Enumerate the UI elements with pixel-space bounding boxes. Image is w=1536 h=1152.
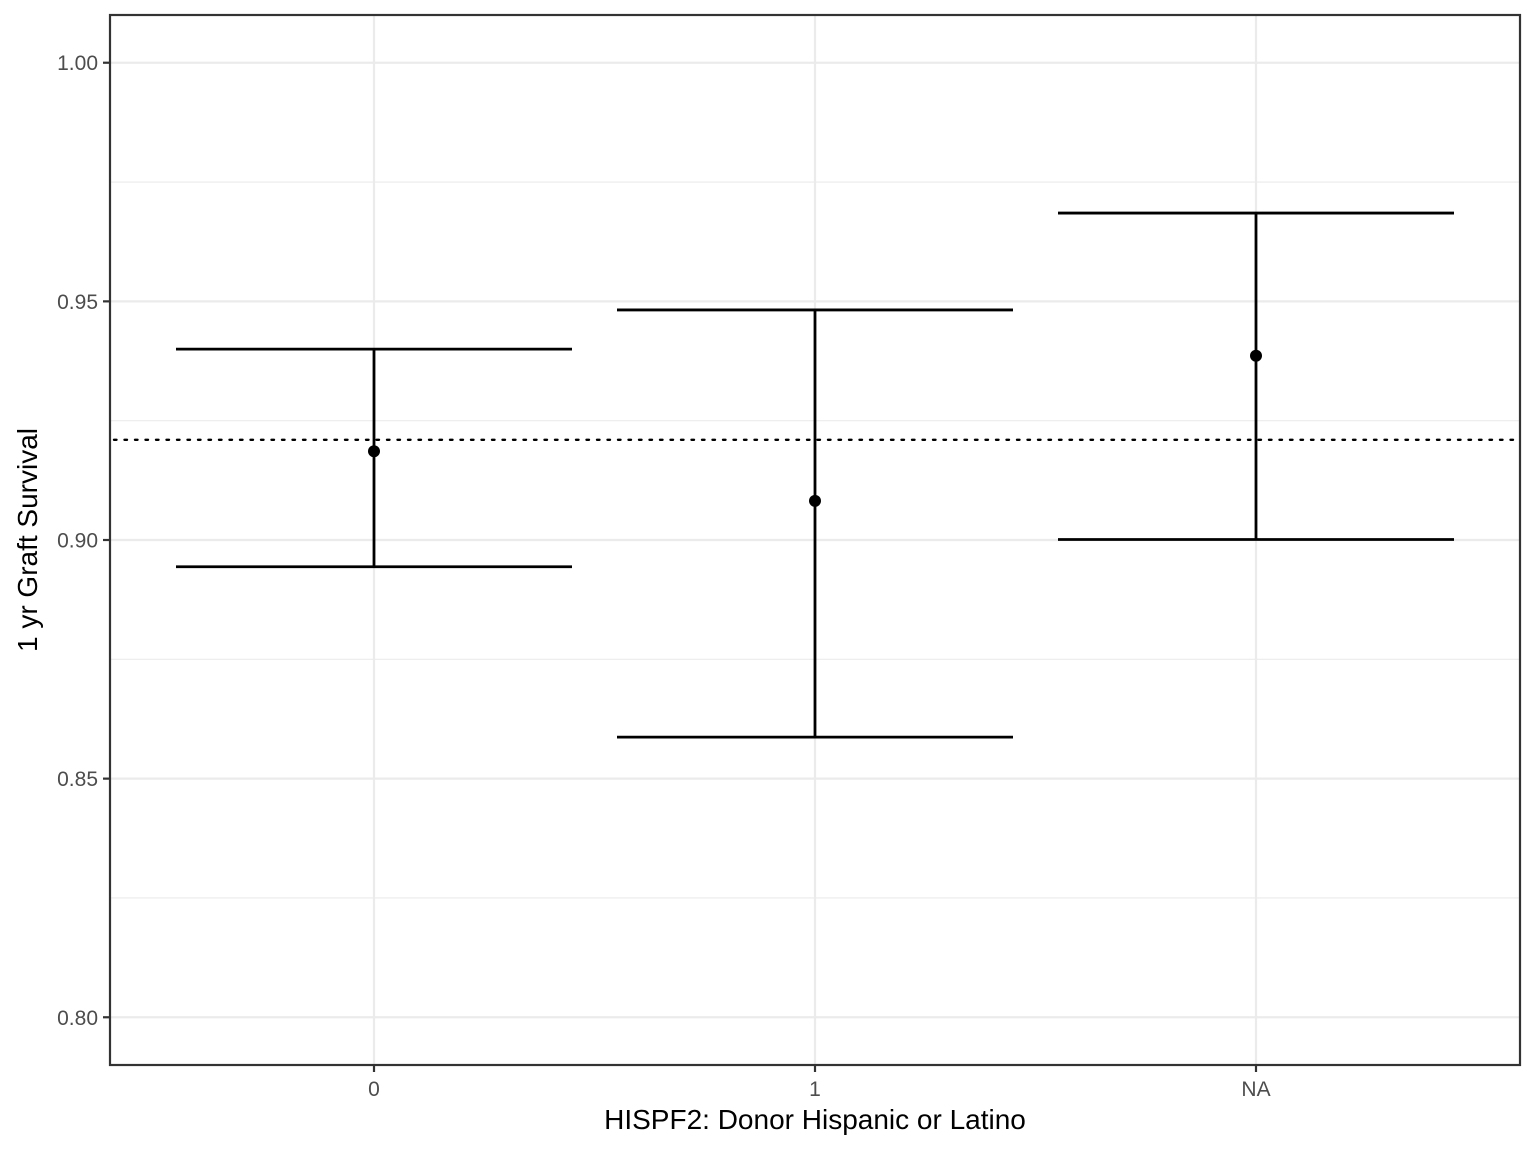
y-tick-label: 1.00 <box>57 52 98 75</box>
y-tick-label: 0.90 <box>57 530 98 553</box>
y-tick-label: 0.80 <box>57 1007 98 1030</box>
point-estimate <box>1250 349 1262 362</box>
x-axis-title: HISPF2: Donor Hispanic or Latino <box>604 1104 1026 1135</box>
data-marks <box>176 211 1454 739</box>
y-tick-label: 0.95 <box>57 291 98 314</box>
x-tick-label: 0 <box>368 1078 380 1101</box>
point-estimate <box>809 494 821 507</box>
error-bar-group <box>1058 211 1454 541</box>
y-axis-title: 1 yr Graft Survival <box>12 428 43 652</box>
x-tick-label: NA <box>1241 1078 1270 1101</box>
y-tick-label: 0.85 <box>57 768 98 791</box>
error-bar-group <box>617 308 1013 739</box>
error-bar-group <box>176 347 572 569</box>
grid-lines <box>110 15 1520 1065</box>
point-estimate <box>368 445 380 458</box>
x-tick-label: 1 <box>809 1078 821 1101</box>
axes: 0.80 0.85 0.90 0.95 1.00 0 1 NA <box>57 52 1270 1101</box>
